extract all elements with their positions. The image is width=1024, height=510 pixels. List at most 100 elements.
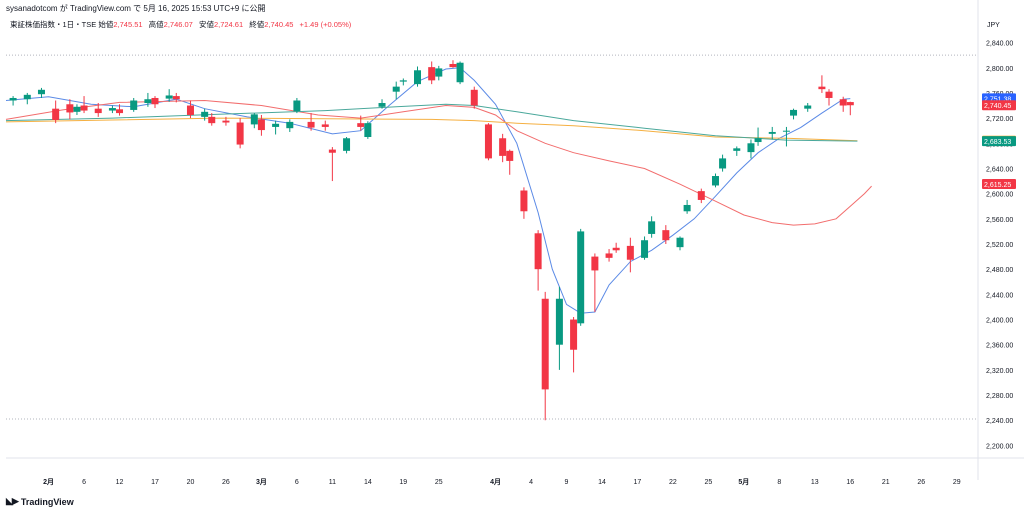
x-tick-label: 21 [882, 479, 890, 486]
x-tick-label: 11 [329, 479, 336, 486]
candle [839, 96, 847, 112]
candle-body [648, 221, 656, 234]
x-tick-label: 4月 [490, 478, 501, 486]
candle [733, 146, 741, 156]
candle-body [201, 111, 209, 117]
candle [676, 236, 684, 251]
y-tick-label: 2,720.00 [986, 116, 1013, 123]
close-label: 終値 [249, 20, 265, 29]
candle [520, 187, 528, 219]
candle [73, 104, 81, 115]
candle [449, 60, 457, 68]
candle [357, 115, 365, 131]
x-tick-label: 13 [811, 479, 819, 486]
candle [151, 96, 159, 109]
candle-body [328, 149, 336, 153]
candle [116, 104, 124, 116]
candle [577, 228, 585, 326]
currency-label[interactable]: JPY [987, 22, 1000, 29]
candle-body [470, 89, 478, 106]
candle [80, 96, 88, 114]
candle-body [222, 120, 230, 123]
x-tick-label: 19 [399, 479, 407, 486]
candle-body [392, 86, 400, 92]
candle-body [66, 104, 74, 113]
symbol-title[interactable]: 東証株価指数・1日・TSE [10, 20, 97, 29]
candle [484, 123, 492, 161]
candle [648, 216, 656, 238]
candle [804, 103, 812, 112]
x-tick-label: 14 [598, 479, 606, 486]
tradingview-brand[interactable]: ◣▶ TradingView [6, 496, 74, 507]
candle [428, 61, 436, 85]
candle-body [151, 97, 159, 105]
y-tick-label: 2,440.00 [986, 292, 1013, 299]
candle-body [435, 68, 443, 77]
y-tick-label: 2,200.00 [986, 443, 1013, 450]
candle-body [108, 108, 116, 111]
candle-body [676, 237, 684, 248]
symbol-legend: 東証株価指数・1日・TSE 始値2,745.51 高値2,746.07 安値2,… [10, 19, 351, 30]
price-label-text: 2,751.38 [984, 96, 1011, 103]
candle-body [719, 158, 727, 169]
x-tick-label: 22 [669, 479, 677, 486]
candle-body [286, 121, 294, 129]
candle [130, 97, 138, 112]
candle-body [449, 63, 457, 68]
candle [37, 87, 45, 98]
candle [144, 92, 152, 107]
candle-body [577, 231, 585, 324]
candle [790, 108, 798, 120]
candle-body [534, 233, 542, 270]
candle-body [804, 105, 812, 109]
candle [52, 100, 60, 124]
candle [66, 99, 74, 120]
candle-body [818, 86, 826, 90]
y-tick-label: 2,280.00 [986, 393, 1013, 400]
candle-body [570, 319, 578, 350]
candle-body [711, 176, 719, 186]
candle [328, 147, 336, 182]
candle-body [754, 138, 762, 143]
candle-body [733, 148, 741, 151]
candle [662, 225, 670, 244]
candle-body [683, 204, 691, 212]
candle-body [747, 143, 755, 153]
candle [846, 101, 854, 116]
candle [456, 61, 464, 85]
high-label: 高値 [148, 20, 164, 29]
candle-body [456, 62, 464, 83]
price-label-box [982, 136, 1016, 147]
candle [818, 75, 826, 93]
candle-body [612, 247, 620, 251]
candle [250, 113, 258, 129]
candle [591, 253, 599, 312]
candle [108, 105, 116, 114]
candle [222, 116, 230, 126]
x-tick-label: 6 [82, 479, 86, 486]
candle [612, 242, 620, 253]
low-label: 安値 [198, 20, 214, 29]
candle [201, 108, 209, 121]
y-tick-label: 2,840.00 [986, 41, 1013, 48]
candle-body [846, 102, 854, 106]
candle [570, 317, 578, 373]
brand-name: TradingView [20, 496, 74, 507]
candle [683, 199, 691, 214]
candle [399, 78, 407, 86]
x-tick-label: 26 [917, 479, 925, 486]
candle [378, 99, 386, 109]
candle [825, 89, 833, 106]
price-label-text: 2,683.53 [984, 139, 1011, 146]
price-label-box [982, 100, 1016, 111]
candle [782, 126, 790, 147]
close-value: 2,740.45 [264, 20, 294, 29]
candle [186, 100, 194, 119]
candle-body [343, 138, 351, 151]
candle-body [165, 95, 173, 99]
candle-body [555, 298, 563, 345]
open-label: 始値 [98, 20, 114, 29]
candle [23, 92, 31, 105]
candle-body [23, 94, 31, 100]
